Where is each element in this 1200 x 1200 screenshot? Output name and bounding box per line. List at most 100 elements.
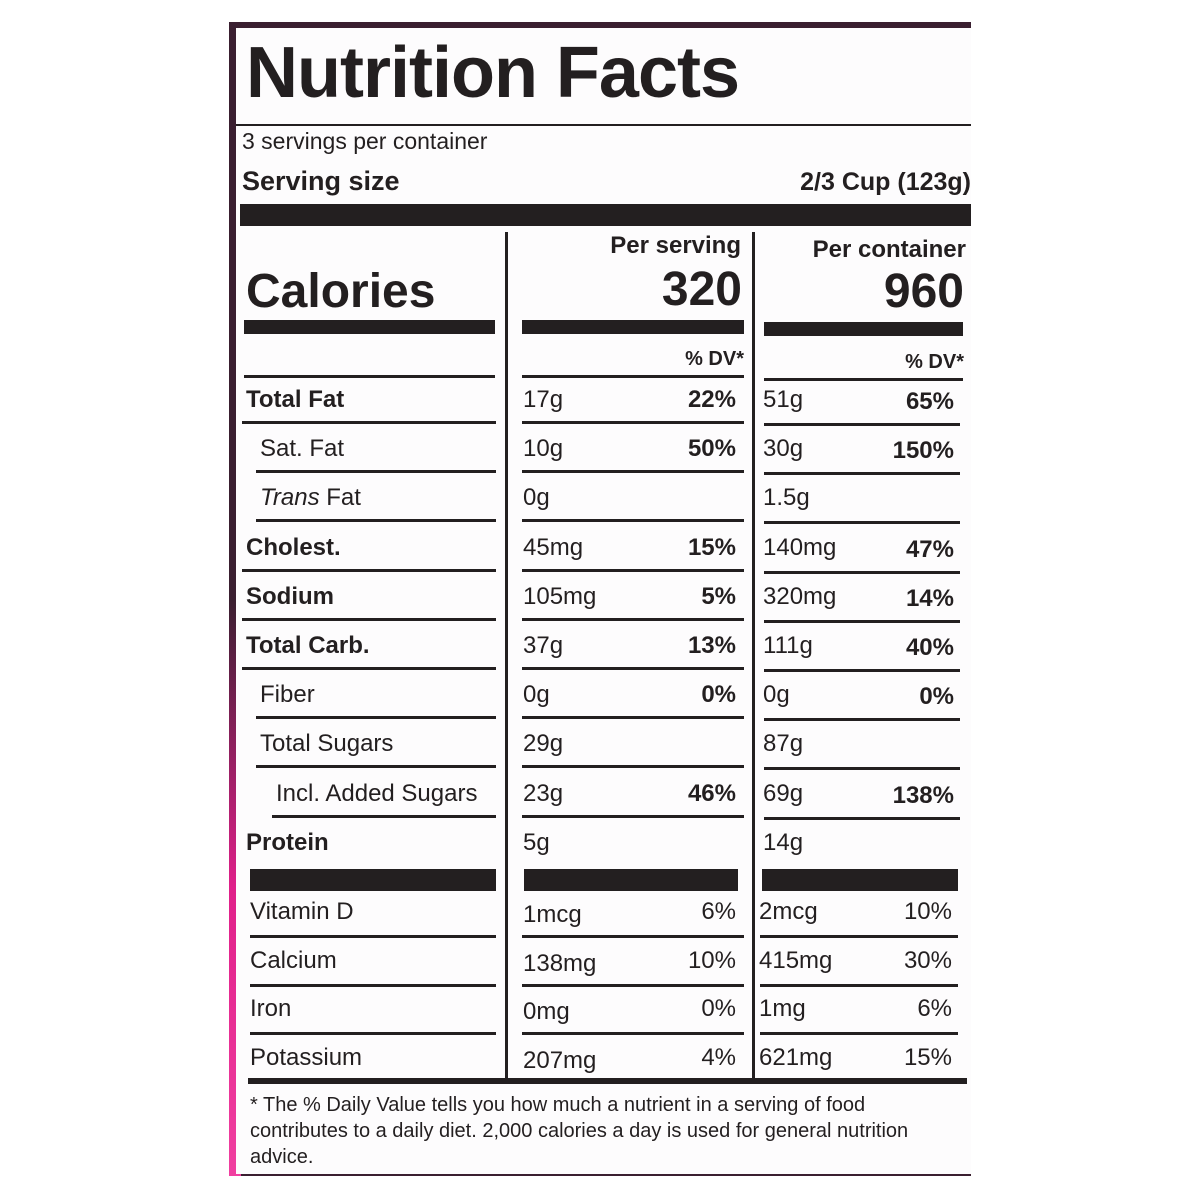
- row-rule: [522, 617, 744, 621]
- row-rule: [250, 1032, 496, 1035]
- nutrient-name-italic: Trans: [260, 484, 320, 512]
- row-rule: [242, 568, 496, 572]
- nutrient-serving-amount: 10g: [523, 435, 564, 463]
- nutrient-serving-amount: 105mg: [523, 582, 597, 610]
- nutrient-name: Protein: [246, 829, 329, 857]
- row-rule: [522, 814, 744, 818]
- vitamin-name: Iron: [250, 995, 292, 1022]
- nutrient-serving-dv: 13%: [687, 632, 736, 659]
- title-rule: [236, 124, 971, 126]
- nutrient-name-text: Sodium: [246, 582, 334, 610]
- serving-thick-bar: [240, 204, 971, 226]
- footnote: * The % Daily Value tells you how much a…: [250, 1094, 909, 1168]
- nutrient-serving-amount: 29g: [523, 730, 564, 758]
- calories-label: Calories: [246, 265, 436, 318]
- nutrient-serving-amount: 0g: [523, 484, 550, 512]
- nutrient-container-amount: 1.5g: [763, 484, 810, 512]
- nutrient-serving-amount: 23g: [523, 779, 564, 807]
- calories-bar-serving: [522, 320, 744, 334]
- row-rule: [250, 983, 496, 987]
- row-rule: [522, 519, 744, 523]
- vitamin-serving-dv: 6%: [701, 898, 736, 925]
- nutrient-name-text: Total Carb.: [246, 632, 370, 659]
- row-rule: [522, 568, 744, 572]
- vitamin-serving-amount: 207mg: [523, 1046, 597, 1074]
- nutrient-name-text: Fat: [319, 484, 361, 512]
- nutrient-name-text: Fiber: [260, 681, 315, 709]
- nutrient-name-text: Cholest.: [246, 533, 341, 561]
- row-rule: [764, 570, 960, 574]
- row-rule: [760, 935, 958, 938]
- vitamin-serving-amount: 0mg: [523, 998, 570, 1025]
- row-rule: [522, 421, 744, 424]
- nutrient-container-amount: 320mg: [763, 582, 837, 610]
- nutrient-container-dv: 40%: [905, 634, 954, 661]
- nutrient-serving-dv: 22%: [687, 386, 736, 413]
- row-rule: [764, 718, 960, 722]
- vitamin-container-amount: 621mg: [759, 1043, 833, 1071]
- vitamin-bar-serving: [524, 869, 738, 891]
- nutrient-name: Sodium: [246, 583, 334, 611]
- per-serving-header: Per serving: [610, 232, 741, 259]
- nutrient-serving-amount: 5g: [523, 828, 550, 856]
- nutrient-name: Sat. Fat: [260, 435, 344, 463]
- nutrient-serving-amount: 0g: [523, 681, 550, 709]
- vitamin-container-amount: 2mcg: [759, 898, 818, 925]
- nutrient-name: Cholest.: [246, 534, 341, 562]
- row-rule: [522, 983, 744, 987]
- nutrient-serving-dv: 46%: [687, 779, 736, 807]
- nutrient-serving-dv: 50%: [687, 435, 736, 463]
- row-rule: [250, 935, 496, 938]
- label-title: Nutrition Facts: [246, 33, 740, 113]
- nutrient-container-dv: 14%: [905, 584, 954, 612]
- nutrient-container-amount: 30g: [763, 435, 804, 463]
- nutrient-container-dv: 0%: [919, 683, 954, 711]
- nutrient-container-amount: 87g: [763, 730, 804, 758]
- calories-per-serving: 320: [661, 263, 742, 316]
- nutrient-serving-dv: 5%: [701, 582, 736, 610]
- vitamin-bar-container: [762, 869, 958, 891]
- nutrient-container-amount: 69g: [763, 779, 804, 807]
- vitamin-container-dv: 6%: [917, 995, 952, 1022]
- row-rule: [760, 1032, 958, 1035]
- vitamin-serving-dv: 10%: [687, 946, 736, 974]
- vitamin-serving-amount: 1mcg: [523, 901, 582, 928]
- row-rule: [522, 765, 744, 769]
- calories-bar-container: [764, 322, 963, 336]
- dv-rule-container: [764, 378, 963, 381]
- row-rule: [256, 519, 496, 523]
- vitamin-container-dv: 10%: [903, 898, 952, 925]
- nutrient-name-text: Sat. Fat: [260, 435, 345, 463]
- nutrient-container-dv: 47%: [905, 535, 954, 563]
- nutrient-serving-dv: 15%: [687, 533, 736, 561]
- nutrient-serving-amount: 37g: [523, 632, 564, 659]
- row-rule: [764, 767, 960, 771]
- vitamin-name: Vitamin D: [250, 898, 354, 925]
- vitamin-name: Potassium: [250, 1043, 363, 1071]
- nutrient-name: Total Carb.: [246, 632, 370, 660]
- vitamin-serving-dv: 4%: [701, 1043, 736, 1071]
- nutrient-container-amount: 0g: [763, 681, 790, 709]
- nutrient-serving-amount: 17g: [523, 386, 564, 413]
- row-rule: [242, 617, 496, 621]
- column-divider-container: [752, 232, 755, 1080]
- row-rule: [522, 667, 744, 670]
- nutrient-container-dv: 150%: [892, 437, 954, 465]
- calories-bar-label: [244, 320, 495, 334]
- nutrient-name-text: Total Fat: [246, 386, 345, 413]
- nutrient-container-amount: 14g: [763, 828, 804, 856]
- nutrient-name: Trans Fat: [260, 484, 361, 512]
- row-rule: [764, 619, 960, 623]
- nutrient-name-text: Protein: [246, 828, 329, 856]
- calories-per-container: 960: [883, 265, 964, 318]
- serving-size-value: 2/3 Cup (123g): [800, 168, 971, 196]
- dv-rule-label: [244, 375, 495, 378]
- vitamin-serving-dv: 0%: [701, 995, 736, 1022]
- row-rule: [272, 814, 496, 818]
- nutrient-name: Fiber: [260, 681, 315, 709]
- nutrient-container-amount: 111g: [763, 632, 813, 659]
- vitamin-bar-label: [250, 869, 496, 891]
- row-rule: [256, 470, 496, 474]
- vitamin-container-dv: 30%: [903, 946, 952, 974]
- vitamin-container-amount: 1mg: [759, 995, 806, 1022]
